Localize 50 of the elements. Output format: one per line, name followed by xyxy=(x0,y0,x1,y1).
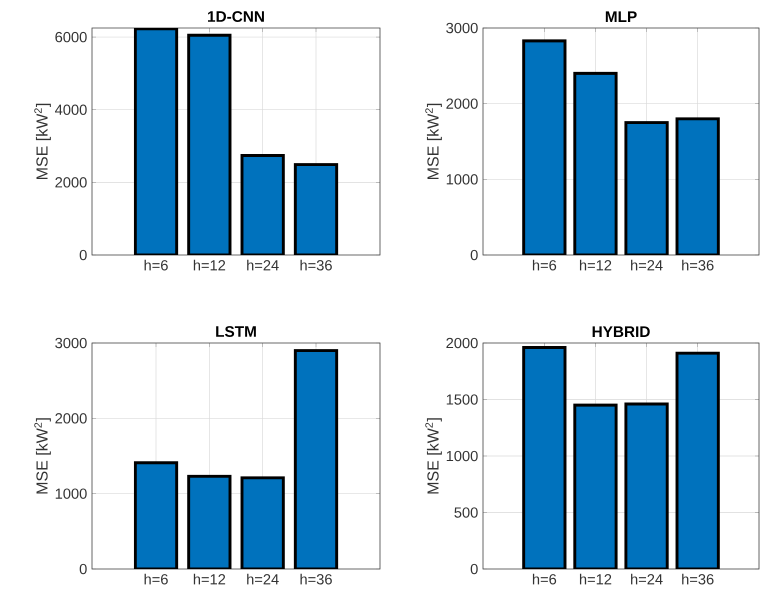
y-tick-label: 3000 xyxy=(55,338,87,348)
chart-title: MLP xyxy=(606,11,637,22)
x-tick-label: h=12 xyxy=(194,260,226,270)
x-tick-label: h=36 xyxy=(300,574,332,584)
bar xyxy=(135,462,177,569)
y-tick-label: 0 xyxy=(80,564,87,574)
x-tick-label: h=12 xyxy=(580,574,612,584)
chart-title: HYBRID xyxy=(592,326,650,337)
y-tick-label: 1000 xyxy=(446,450,478,462)
y-tick-label: 1000 xyxy=(446,174,478,185)
x-tick-label: h=24 xyxy=(631,260,663,270)
bar xyxy=(574,73,616,255)
bar xyxy=(188,35,230,255)
x-tick-label: h=6 xyxy=(532,260,556,270)
y-tick-label: 6000 xyxy=(55,32,87,42)
chart-title: 1D-CNN xyxy=(208,11,264,22)
y-axis-title: MSE [kW$^{2}$] xyxy=(425,104,442,180)
y-tick-label: 0 xyxy=(470,250,478,260)
x-tick-label: h=6 xyxy=(144,260,168,270)
y-axis-title: MSE [kW$^{2}$] xyxy=(34,418,51,494)
y-tick-label: 2000 xyxy=(446,98,478,109)
x-tick-label: h=6 xyxy=(532,574,556,584)
chart-title: LSTM xyxy=(216,326,256,337)
bar xyxy=(242,478,284,569)
x-tick-label: h=24 xyxy=(247,260,279,270)
bar xyxy=(135,28,177,255)
bar xyxy=(626,122,668,255)
x-tick-label: h=36 xyxy=(300,260,332,270)
y-tick-label: 2000 xyxy=(55,413,87,424)
x-tick-label: h=6 xyxy=(144,574,168,584)
bar xyxy=(524,40,566,255)
x-tick-label: h=36 xyxy=(682,260,714,270)
bar xyxy=(188,476,230,569)
x-tick-label: h=24 xyxy=(247,574,279,584)
y-tick-label: 1500 xyxy=(446,394,478,405)
y-tick-label: 0 xyxy=(80,250,87,260)
x-tick-label: h=36 xyxy=(682,574,714,584)
y-tick-label: 2000 xyxy=(446,338,478,348)
x-tick-label: h=12 xyxy=(194,574,226,584)
bar xyxy=(242,155,284,255)
y-tick-label: 1000 xyxy=(56,488,87,499)
x-tick-label: h=24 xyxy=(631,574,663,584)
y-tick-label: 500 xyxy=(454,507,478,518)
y-axis-title: MSE [kW$^{2}$] xyxy=(425,418,442,494)
y-tick-label: 4000 xyxy=(55,104,87,115)
y-tick-label: 3000 xyxy=(446,22,478,34)
y-tick-label: 0 xyxy=(470,564,478,574)
x-tick-label: h=12 xyxy=(580,260,612,270)
y-tick-label: 2000 xyxy=(55,177,87,188)
y-axis-title: MSE [kW$^{2}$] xyxy=(34,104,51,180)
